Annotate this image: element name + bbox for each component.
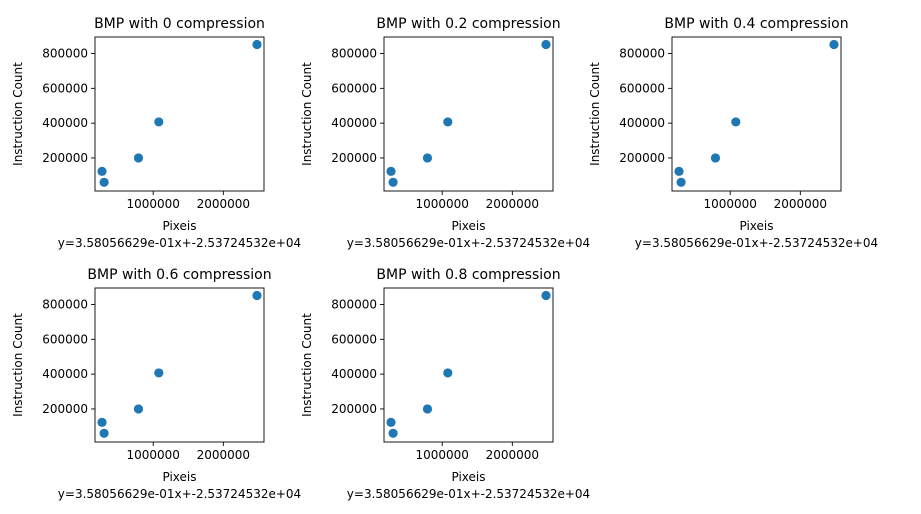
- y-axis-label: Instruction Count: [300, 62, 314, 166]
- x-tick-label: 2000000: [774, 197, 827, 211]
- data-point: [541, 290, 551, 301]
- y-axis-label: Instruction Count: [11, 313, 25, 417]
- y-axis-label: Instruction Count: [300, 313, 314, 417]
- y-tick-label: 800000: [331, 298, 377, 312]
- y-tick-label: 800000: [619, 47, 665, 61]
- chart-title: BMP with 0.6 compression: [87, 267, 271, 283]
- y-tick-label: 400000: [619, 116, 665, 130]
- axes-frame: [671, 36, 842, 192]
- y-tick-label: 400000: [331, 116, 377, 130]
- data-point: [443, 368, 453, 378]
- data-point: [252, 39, 262, 50]
- fit-equation: y=3.58056629e-01x+-2.53724532e+04: [58, 236, 301, 250]
- y-tick-label: 600000: [331, 81, 377, 95]
- x-tick-label: 2000000: [486, 197, 539, 211]
- x-tick-label: 1000000: [415, 448, 468, 462]
- chart-title: BMP with 0.8 compression: [376, 267, 560, 283]
- y-tick-label: 600000: [42, 81, 88, 95]
- x-tick-label: 2000000: [486, 448, 539, 462]
- data-point: [710, 153, 721, 163]
- subplot-3: BMP with 0.4 compression 1000000 2000000 20…: [588, 16, 878, 250]
- subplot-5: BMP with 0.8 compression 1000000 2000000 20…: [300, 267, 590, 501]
- x-tick-label: 1000000: [415, 197, 468, 211]
- data-point: [97, 417, 107, 427]
- y-tick-label: 400000: [42, 116, 88, 130]
- subplot-2: BMP with 0.2 compression 1000000 2000000 20…: [300, 16, 590, 250]
- axes-frame: [383, 36, 554, 192]
- y-tick-label: 800000: [42, 298, 88, 312]
- data-point: [154, 368, 164, 378]
- data-point: [386, 166, 396, 176]
- data-point: [133, 404, 144, 414]
- fit-equation: y=3.58056629e-01x+-2.53724532e+04: [347, 236, 590, 250]
- data-point: [99, 177, 109, 187]
- x-tick-label: 2000000: [197, 197, 250, 211]
- chart-title: BMP with 0.4 compression: [664, 16, 848, 32]
- data-point: [154, 117, 164, 127]
- y-axis-label: Instruction Count: [11, 62, 25, 166]
- data-point: [674, 166, 684, 176]
- fit-equation: y=3.58056629e-01x+-2.53724532e+04: [635, 236, 878, 250]
- x-tick-label: 1000000: [703, 197, 756, 211]
- data-point: [676, 177, 686, 187]
- y-tick-label: 600000: [619, 81, 665, 95]
- data-point: [388, 428, 398, 438]
- y-tick-label: 200000: [42, 151, 88, 165]
- y-tick-label: 400000: [42, 367, 88, 381]
- axes-frame: [383, 287, 554, 443]
- data-point: [422, 404, 433, 414]
- data-point: [829, 39, 839, 50]
- subplot-1: BMP with 0 compression 1000000 2000000 2000…: [11, 16, 301, 250]
- data-point: [133, 153, 144, 163]
- fit-equation: y=3.58056629e-01x+-2.53724532e+04: [58, 487, 301, 501]
- chart-title: BMP with 0.2 compression: [376, 16, 560, 32]
- y-tick-label: 800000: [331, 47, 377, 61]
- x-axis-label: Pixeis: [739, 219, 773, 233]
- data-point: [99, 428, 109, 438]
- fit-equation: y=3.58056629e-01x+-2.53724532e+04: [347, 487, 590, 501]
- data-point: [388, 177, 398, 187]
- x-axis-label: Pixeis: [162, 470, 196, 484]
- x-tick-label: 1000000: [126, 197, 179, 211]
- y-tick-label: 400000: [331, 367, 377, 381]
- x-axis-label: Pixeis: [451, 470, 485, 484]
- axes-frame: [94, 287, 265, 443]
- y-axis-label: Instruction Count: [588, 62, 602, 166]
- data-point: [97, 166, 107, 176]
- data-point: [252, 290, 262, 301]
- data-point: [386, 417, 396, 427]
- x-axis-label: Pixeis: [451, 219, 485, 233]
- x-axis-label: Pixeis: [162, 219, 196, 233]
- chart-title: BMP with 0 compression: [94, 16, 265, 32]
- y-tick-label: 200000: [331, 151, 377, 165]
- y-tick-label: 800000: [42, 47, 88, 61]
- y-tick-label: 600000: [331, 332, 377, 346]
- y-tick-label: 600000: [42, 332, 88, 346]
- data-point: [443, 117, 453, 127]
- data-point: [541, 39, 551, 50]
- y-tick-label: 200000: [42, 402, 88, 416]
- y-tick-label: 200000: [331, 402, 377, 416]
- x-tick-label: 1000000: [126, 448, 179, 462]
- subplot-4: BMP with 0.6 compression 1000000 2000000 20…: [11, 267, 301, 501]
- data-point: [422, 153, 433, 163]
- y-tick-label: 200000: [619, 151, 665, 165]
- data-point: [731, 117, 741, 127]
- axes-frame: [94, 36, 265, 192]
- x-tick-label: 2000000: [197, 448, 250, 462]
